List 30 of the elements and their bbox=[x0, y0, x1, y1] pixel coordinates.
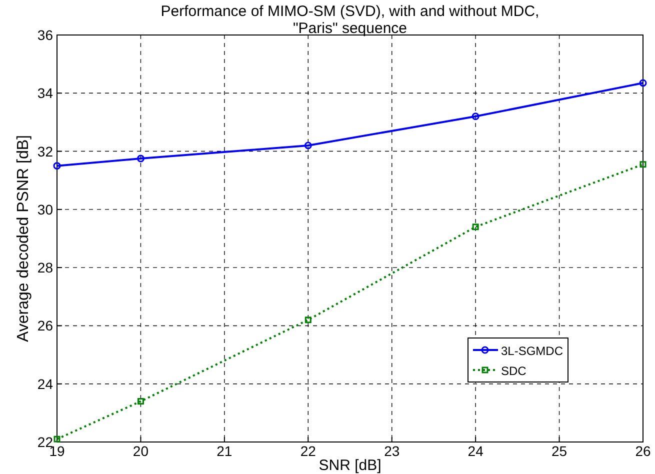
legend-label: 3L-SGMDC bbox=[501, 344, 564, 358]
x-tick-label: 23 bbox=[384, 443, 400, 459]
point bbox=[136, 154, 144, 162]
point bbox=[304, 316, 312, 324]
x-tick-label: 20 bbox=[132, 443, 149, 459]
point bbox=[639, 79, 647, 87]
point bbox=[53, 162, 61, 170]
y-tick-label: 32 bbox=[37, 143, 54, 160]
y-axis-title: Average decoded PSNR [dB] bbox=[15, 135, 32, 342]
y-tick-label: 28 bbox=[37, 260, 54, 276]
x-tick-label: 22 bbox=[300, 443, 316, 459]
y-tick-label: 34 bbox=[37, 85, 54, 102]
chart-title: Performance of MIMO-SM (SVD), with and without MDC, "Paris" sequence bbox=[160, 3, 540, 37]
y-tick-label: 24 bbox=[37, 376, 54, 392]
y-tick-label: 30 bbox=[37, 201, 54, 218]
x-axis-title: SNR [dB] bbox=[318, 457, 382, 474]
point bbox=[472, 112, 480, 120]
point bbox=[137, 398, 144, 405]
x-tick-label: 19 bbox=[49, 443, 65, 459]
x-tick-label: 24 bbox=[468, 443, 484, 459]
x-tick-label: 21 bbox=[216, 443, 232, 459]
point bbox=[472, 224, 479, 230]
y-tick-label: 36 bbox=[37, 27, 54, 43]
point bbox=[54, 436, 60, 442]
legend-label: SDC bbox=[501, 364, 527, 378]
point bbox=[640, 161, 646, 168]
point bbox=[304, 142, 312, 150]
x-tick-label: 26 bbox=[635, 443, 651, 459]
y-tick-label: 26 bbox=[37, 318, 54, 334]
x-tick-label: 25 bbox=[551, 443, 568, 459]
